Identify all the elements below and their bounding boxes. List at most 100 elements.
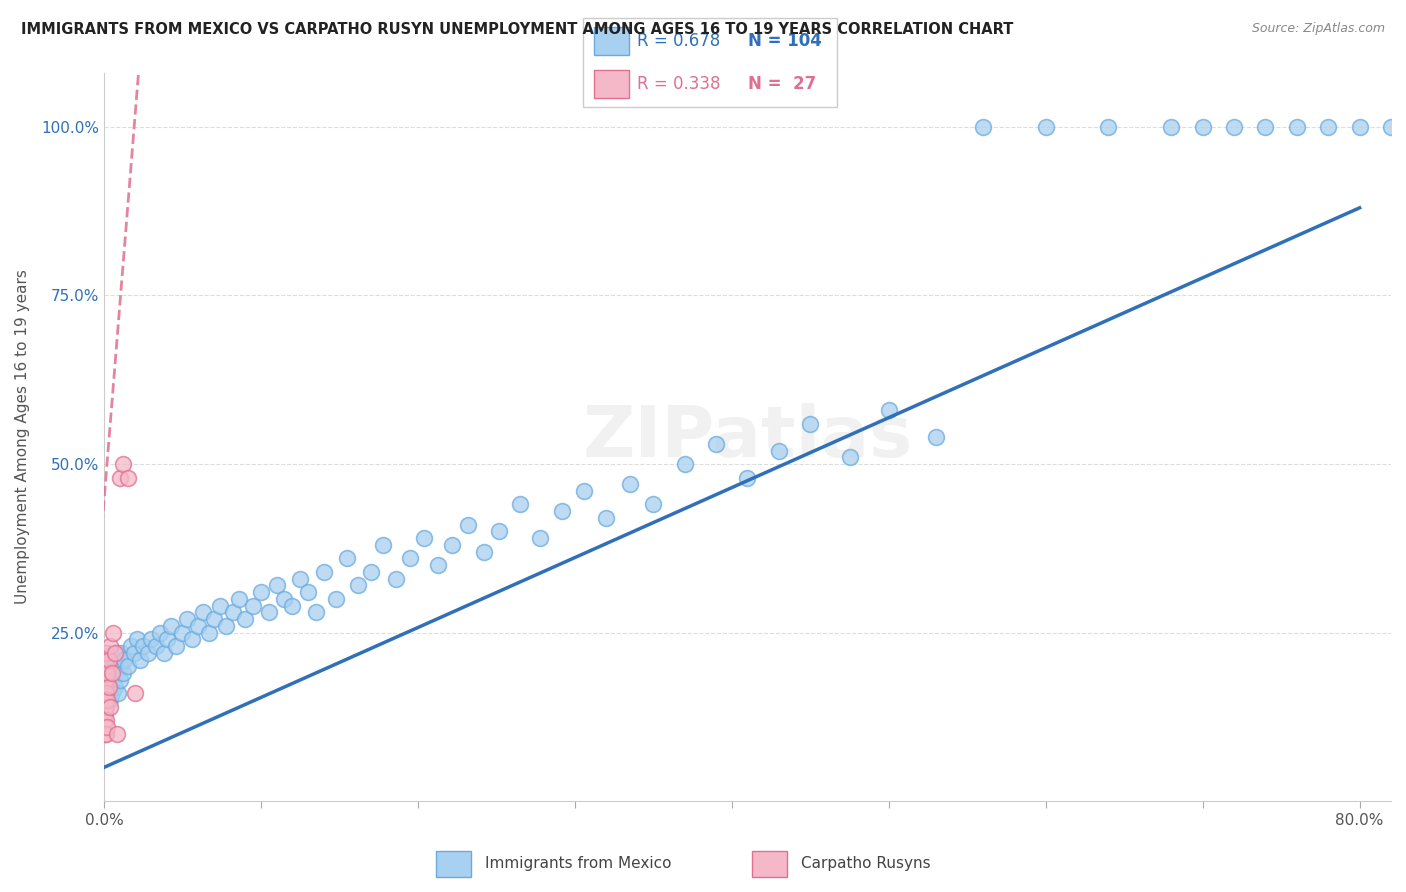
Point <box>347 578 370 592</box>
Point <box>108 659 131 673</box>
Point <box>441 538 464 552</box>
Point <box>101 686 124 700</box>
Point <box>93 713 115 727</box>
Point <box>202 612 225 626</box>
Point <box>105 646 128 660</box>
Point <box>877 403 900 417</box>
Text: Immigrants from Mexico: Immigrants from Mexico <box>485 855 672 871</box>
Point <box>472 544 495 558</box>
Point <box>737 470 759 484</box>
Point <box>156 632 179 647</box>
Point <box>94 713 117 727</box>
Point <box>838 450 860 465</box>
Point <box>104 652 127 666</box>
Point <box>325 591 347 606</box>
Point <box>96 666 118 681</box>
Point <box>457 517 479 532</box>
Y-axis label: Unemployment Among Ages 16 to 19 years: Unemployment Among Ages 16 to 19 years <box>15 269 30 605</box>
Point <box>94 706 117 721</box>
Point <box>101 666 124 681</box>
Point <box>97 652 120 666</box>
Point <box>98 639 121 653</box>
Point <box>111 666 134 681</box>
Point <box>98 693 121 707</box>
Point <box>96 680 118 694</box>
Point <box>972 120 994 134</box>
Point <box>242 599 264 613</box>
Point <box>103 659 125 673</box>
Point <box>112 652 135 666</box>
Point <box>266 578 288 592</box>
Bar <box>593 70 628 98</box>
Point <box>97 686 120 700</box>
Text: IMMIGRANTS FROM MEXICO VS CARPATHO RUSYN UNEMPLOYMENT AMONG AGES 16 TO 19 YEARS : IMMIGRANTS FROM MEXICO VS CARPATHO RUSYN… <box>21 22 1014 37</box>
Point <box>94 673 117 687</box>
Point <box>94 686 117 700</box>
Point <box>250 585 273 599</box>
Point <box>595 511 617 525</box>
Point <box>233 612 256 626</box>
Point <box>373 538 395 552</box>
Point <box>94 686 117 700</box>
Point <box>94 727 117 741</box>
Point <box>94 673 117 687</box>
Point <box>1223 120 1246 134</box>
Point <box>209 599 232 613</box>
Point <box>281 599 304 613</box>
Point <box>427 558 450 573</box>
Point <box>105 666 128 681</box>
Point <box>107 686 129 700</box>
Point <box>110 646 132 660</box>
Point <box>1317 120 1340 134</box>
Point <box>103 673 125 687</box>
Point <box>1379 120 1402 134</box>
Text: R = 0.678: R = 0.678 <box>637 32 720 50</box>
Point <box>673 457 696 471</box>
Point <box>198 625 221 640</box>
Point <box>385 572 408 586</box>
Bar <box>752 851 787 877</box>
Point <box>297 585 319 599</box>
Point <box>488 524 510 539</box>
Point <box>172 625 194 640</box>
Point <box>643 498 665 512</box>
Point <box>96 646 118 660</box>
Point <box>1035 120 1057 134</box>
Point <box>97 666 120 681</box>
Point <box>98 673 121 687</box>
Point <box>1285 120 1308 134</box>
Point <box>96 727 118 741</box>
Point <box>101 680 124 694</box>
Point <box>215 619 238 633</box>
Point <box>288 572 311 586</box>
Point <box>257 605 280 619</box>
Point <box>94 699 117 714</box>
Point <box>97 652 120 666</box>
Point <box>120 639 142 653</box>
Point <box>176 612 198 626</box>
Text: R = 0.338: R = 0.338 <box>637 75 720 93</box>
Point <box>117 659 139 673</box>
Point <box>160 619 183 633</box>
Point <box>149 625 172 640</box>
Point <box>360 565 382 579</box>
Point <box>96 646 118 660</box>
Point <box>551 504 574 518</box>
Point <box>104 680 127 694</box>
Point <box>1160 120 1182 134</box>
Text: Source: ZipAtlas.com: Source: ZipAtlas.com <box>1251 22 1385 36</box>
Text: N = 104: N = 104 <box>748 32 823 50</box>
Point <box>619 477 641 491</box>
Point <box>1191 120 1213 134</box>
Point <box>191 605 214 619</box>
Point <box>103 625 125 640</box>
Point <box>509 498 531 512</box>
Point <box>129 652 152 666</box>
Point <box>574 483 596 498</box>
Point <box>799 417 821 431</box>
Point <box>768 443 790 458</box>
Point <box>98 699 121 714</box>
Point <box>117 470 139 484</box>
Point <box>925 430 948 444</box>
Point <box>98 659 121 673</box>
